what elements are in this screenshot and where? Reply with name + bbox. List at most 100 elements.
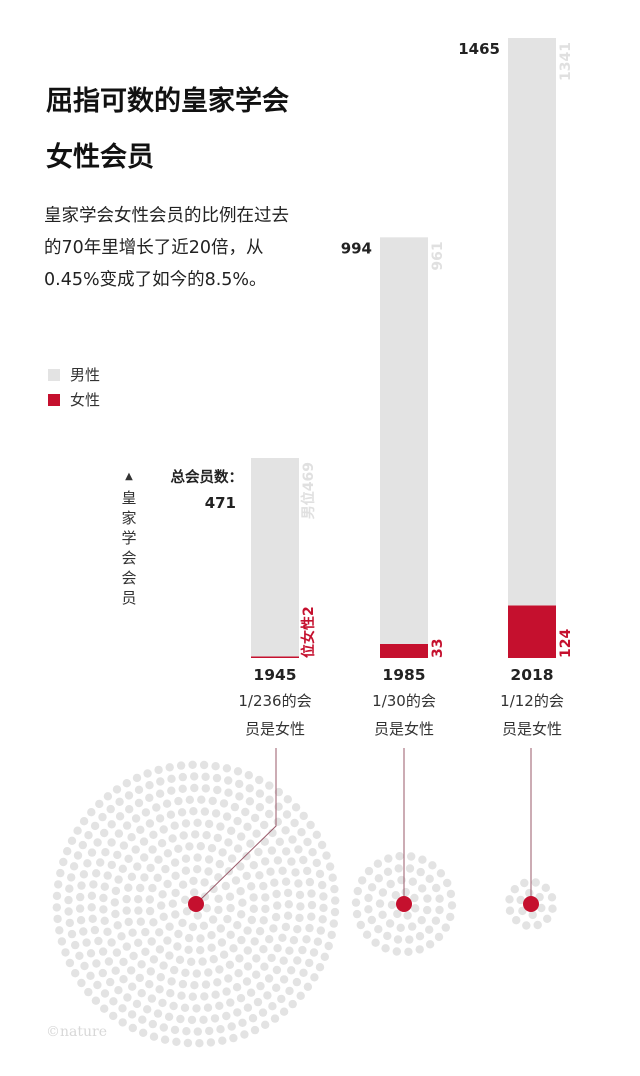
member-dot [387, 900, 397, 910]
member-dot [222, 1011, 231, 1021]
member-dot [235, 779, 244, 789]
member-dot [152, 803, 161, 812]
member-dot [159, 912, 168, 921]
member-dot [329, 919, 338, 928]
member-dot [446, 889, 456, 899]
member-dot [265, 935, 274, 944]
member-dot [261, 1020, 270, 1029]
member-dot [134, 785, 144, 794]
member-dot [281, 877, 291, 886]
member-dot [278, 866, 287, 875]
member-dot [147, 994, 157, 1003]
member-dot [89, 880, 98, 889]
member-dot [123, 993, 132, 1002]
member-dot [313, 937, 323, 946]
member-dot [174, 929, 183, 939]
member-dot [200, 992, 209, 1001]
member-dot [405, 935, 414, 944]
member-dot [237, 832, 246, 841]
member-dot [319, 903, 328, 913]
member-dot [182, 907, 192, 916]
member-dot [375, 899, 385, 908]
member-dot [253, 997, 263, 1007]
member-dot [222, 812, 232, 821]
member-dot [170, 821, 179, 830]
member-dot [249, 904, 258, 913]
member-dot [181, 819, 191, 828]
member-dot [308, 848, 317, 857]
member-dot [193, 1027, 202, 1036]
member-dot [107, 820, 116, 829]
member-dot [136, 883, 145, 893]
member-dot [290, 818, 299, 828]
member-dot [279, 956, 288, 965]
member-dot [178, 918, 187, 928]
member-dot [171, 910, 180, 919]
member-dot [199, 760, 209, 770]
member-dot [134, 798, 144, 808]
member-dot [104, 957, 114, 966]
member-dot [224, 788, 233, 797]
member-dot [218, 848, 227, 857]
ratio-caption-line2: 员是女性 [374, 720, 434, 738]
member-dot [299, 968, 308, 977]
member-dot [273, 944, 282, 953]
member-dot [189, 807, 198, 816]
member-dot [233, 844, 243, 853]
member-dot [199, 1015, 208, 1024]
member-dot [279, 975, 289, 984]
member-dot [446, 912, 455, 922]
member-dot [205, 1026, 214, 1036]
member-dot [55, 926, 64, 935]
member-dot [118, 1004, 127, 1013]
member-dot [434, 932, 444, 942]
bar-male [380, 237, 428, 645]
member-dot [268, 1002, 277, 1011]
member-dot [134, 906, 143, 915]
member-dot [373, 859, 383, 868]
member-dot [111, 966, 120, 975]
member-dot [243, 822, 252, 831]
member-dot [178, 772, 187, 782]
member-dot [270, 878, 279, 887]
member-dot [302, 935, 311, 944]
member-dot [73, 851, 83, 860]
member-dot [87, 903, 96, 912]
member-dot [99, 905, 108, 914]
member-dot [175, 955, 185, 964]
total-value-label: 994 [341, 239, 372, 257]
member-dot [127, 966, 136, 975]
female-value-label: 124 [558, 629, 574, 658]
member-dot [200, 878, 209, 887]
member-dot [209, 884, 218, 894]
member-dot [247, 915, 256, 925]
ratio-caption-line2: 员是女性 [502, 720, 562, 738]
member-dot [101, 848, 110, 857]
member-dot [67, 873, 76, 882]
member-dot [516, 895, 525, 905]
member-dot [541, 883, 550, 892]
member-dot [117, 932, 126, 941]
member-dot [99, 893, 108, 903]
member-dot [261, 857, 270, 866]
member-dot [394, 864, 403, 873]
member-dot [133, 862, 142, 871]
member-dot [67, 929, 77, 939]
member-dot [325, 862, 335, 871]
member-dot [435, 905, 444, 915]
member-dot [156, 973, 165, 982]
member-dot [210, 1014, 220, 1023]
member-dot [227, 854, 237, 863]
member-dot [138, 1015, 147, 1024]
member-dot [512, 916, 521, 925]
member-dot [213, 785, 222, 795]
ratio-caption-line1: 1/30的会 [372, 692, 436, 710]
member-dot [307, 900, 317, 910]
chart-title: 屈指可数的皇家学会女性会员 [46, 86, 289, 173]
member-dot [82, 938, 91, 947]
member-dot [114, 875, 123, 884]
member-dot [139, 1028, 148, 1038]
member-dot [227, 1022, 236, 1031]
member-dot [84, 831, 93, 840]
total-value-label: 471 [205, 494, 236, 512]
